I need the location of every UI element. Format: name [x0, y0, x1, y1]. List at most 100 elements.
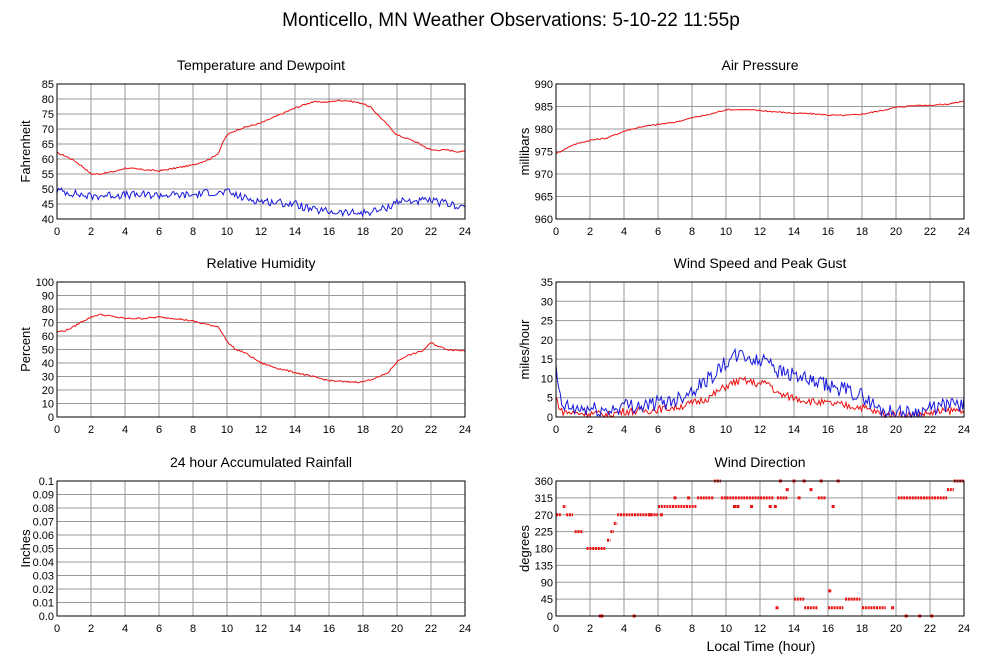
y-tick-label: 0.07: [33, 517, 54, 529]
x-tick-label: 14: [788, 226, 800, 238]
plot-frame: [56, 281, 466, 418]
x-tick-label: 16: [822, 424, 834, 436]
x-tick-label: 14: [289, 424, 301, 436]
y-tick-label: 975: [535, 147, 553, 159]
direction-point: [828, 589, 832, 593]
x-tick-label: 2: [587, 623, 593, 635]
direction-point: [773, 505, 777, 508]
y-tick-label: 25: [541, 316, 553, 328]
x-axis-label: Local Time (hour): [707, 638, 816, 654]
x-tick-label: 10: [221, 623, 233, 635]
y-tick-label: 10: [42, 399, 54, 411]
direction-point: [687, 496, 691, 500]
x-tick-label: 8: [689, 424, 695, 436]
x-tick-label: 16: [323, 424, 335, 436]
x-tick-label: 0: [553, 424, 559, 436]
x-tick-label: 0: [54, 424, 60, 436]
series-line: [56, 313, 466, 384]
x-tick-label: 4: [621, 424, 627, 436]
series-line: [56, 187, 466, 218]
x-tick-label: 0: [54, 623, 60, 635]
x-tick-label: 18: [357, 424, 369, 436]
series-line: [555, 100, 965, 155]
x-tick-label: 0: [553, 226, 559, 238]
x-tick-label: 16: [822, 226, 834, 238]
x-tick-label: 14: [788, 623, 800, 635]
y-tick-label: 35: [541, 277, 553, 289]
direction-point: [750, 505, 753, 508]
plot-frame: [555, 83, 965, 220]
y-tick-label: 0.06: [33, 530, 54, 542]
y-axis-label: Percent: [18, 327, 33, 372]
x-tick-label: 12: [754, 623, 766, 635]
y-tick-label: 40: [42, 358, 54, 370]
y-tick-label: 60: [42, 331, 54, 343]
x-tick-label: 20: [391, 226, 403, 238]
x-tick-label: 14: [788, 424, 800, 436]
chart-title: Wind Direction: [714, 454, 805, 470]
y-tick-label: 315: [535, 493, 553, 505]
x-tick-label: 24: [459, 424, 471, 436]
x-tick-label: 24: [459, 226, 471, 238]
x-tick-label: 24: [958, 226, 970, 238]
y-tick-label: 70: [42, 124, 54, 136]
y-tick-label: 65: [42, 139, 54, 151]
y-tick-label: 965: [535, 192, 553, 204]
y-tick-label: 985: [535, 102, 553, 114]
y-tick-label: 80: [42, 94, 54, 106]
y-tick-label: 20: [42, 385, 54, 397]
x-tick-label: 6: [156, 623, 162, 635]
series-line: [555, 347, 965, 419]
direction-point: [831, 505, 835, 508]
x-tick-label: 22: [924, 424, 936, 436]
x-tick-label: 2: [88, 623, 94, 635]
y-tick-label: 90: [42, 291, 54, 303]
y-tick-label: 45: [42, 199, 54, 211]
y-tick-label: 0.05: [33, 544, 54, 556]
y-tick-label: 85: [42, 79, 54, 91]
chart-title: Relative Humidity: [207, 255, 316, 271]
direction-point: [891, 606, 895, 610]
direction-point: [736, 505, 740, 508]
plot-frame: [56, 83, 466, 220]
direction-point: [775, 606, 779, 610]
y-tick-label: 0.08: [33, 503, 54, 515]
x-tick-label: 10: [720, 424, 732, 436]
y-tick-label: 135: [535, 560, 553, 572]
x-tick-label: 14: [289, 623, 301, 635]
y-axis-label: degrees: [517, 525, 532, 572]
y-axis-label: Inches: [18, 529, 33, 568]
y-axis-label: millibars: [517, 127, 532, 175]
x-tick-label: 18: [856, 623, 868, 635]
y-tick-label: 15: [541, 354, 553, 366]
x-tick-label: 12: [255, 424, 267, 436]
y-tick-label: 100: [36, 277, 54, 289]
x-tick-label: 16: [323, 226, 335, 238]
x-tick-label: 4: [122, 424, 128, 436]
x-tick-label: 6: [156, 226, 162, 238]
x-tick-label: 22: [924, 226, 936, 238]
x-tick-label: 6: [655, 424, 661, 436]
x-tick-label: 4: [621, 226, 627, 238]
direction-point: [785, 488, 789, 492]
x-tick-label: 20: [391, 424, 403, 436]
x-tick-label: 12: [754, 424, 766, 436]
y-tick-label: 90: [541, 577, 553, 589]
y-tick-label: 990: [535, 79, 553, 91]
y-tick-label: 60: [42, 154, 54, 166]
x-tick-label: 22: [425, 623, 437, 635]
x-tick-label: 24: [958, 623, 970, 635]
y-tick-label: 0.03: [33, 571, 54, 583]
y-tick-label: 180: [535, 544, 553, 556]
chart-title: Temperature and Dewpoint: [177, 57, 345, 73]
y-tick-label: 270: [535, 510, 553, 522]
direction-point: [797, 496, 801, 500]
x-tick-label: 22: [425, 424, 437, 436]
x-tick-label: 18: [856, 424, 868, 436]
direction-point: [768, 505, 772, 508]
